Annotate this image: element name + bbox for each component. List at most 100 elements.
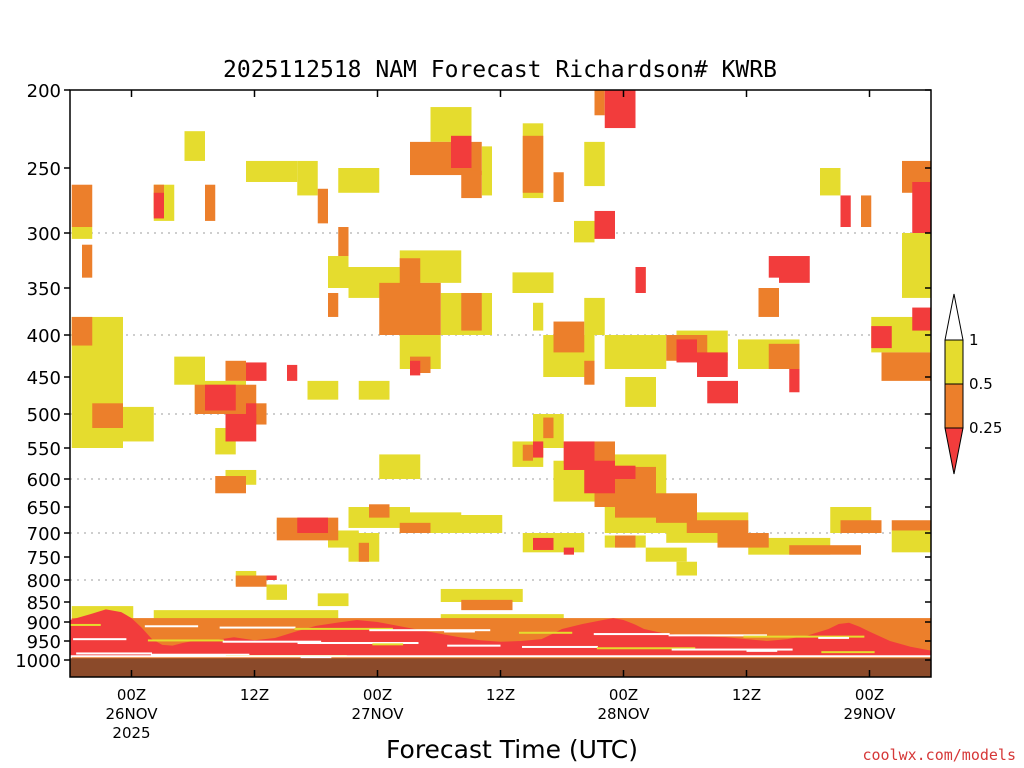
- x-tick-label: 26NOV: [105, 705, 158, 723]
- ri-cell-y: [358, 380, 390, 400]
- ri-streak: [144, 625, 199, 628]
- ri-streak: [147, 639, 224, 642]
- ri-cell-r: [246, 403, 257, 425]
- ri-cell-o: [379, 282, 441, 335]
- ri-cell-o: [71, 316, 93, 346]
- legend-bin-red: [944, 427, 964, 475]
- ri-streak: [76, 652, 152, 655]
- ri-streak: [369, 629, 491, 632]
- ri-cell-y: [174, 356, 205, 385]
- y-tick-label: 200: [27, 81, 61, 102]
- ri-cell-y: [512, 272, 554, 293]
- ri-streak: [821, 651, 875, 654]
- legend-label: 0.25: [969, 419, 1002, 437]
- ri-cell-r: [287, 364, 298, 381]
- x-tick-label: 00Z: [363, 686, 392, 704]
- x-tick-label: 12Z: [732, 686, 761, 704]
- ri-cell-o: [861, 195, 872, 228]
- ri-streak: [219, 626, 296, 629]
- ri-cell-o: [205, 184, 216, 221]
- ri-streak: [222, 640, 322, 643]
- legend-bin-gt1: [944, 293, 964, 341]
- ri-cell-o: [399, 258, 421, 286]
- ri-cell-o: [717, 533, 769, 548]
- legend-label: 1: [969, 331, 979, 349]
- ri-cell-o: [338, 227, 349, 257]
- ri-cell-y: [379, 454, 421, 479]
- x-tick-label: 00Z: [855, 686, 884, 704]
- ri-cell-y: [123, 406, 154, 442]
- y-tick-label: 900: [27, 613, 61, 634]
- ri-cell-r: [246, 362, 267, 381]
- ri-cell-r: [533, 441, 544, 458]
- ri-cell-o: [225, 360, 246, 381]
- y-tick-label: 500: [27, 405, 61, 426]
- ri-cell-y: [533, 302, 544, 331]
- ri-cell-o: [686, 520, 749, 533]
- source-credit: coolwx.com/models: [862, 746, 1016, 764]
- ri-cell-r: [912, 307, 931, 331]
- ri-streak: [150, 653, 250, 656]
- ri-cell-r: [533, 537, 554, 550]
- ri-cell-r: [153, 192, 164, 219]
- ri-cell-o: [358, 542, 369, 562]
- ri-cell-r: [410, 360, 421, 376]
- ri-cell-r: [697, 352, 728, 377]
- ri-cell-o: [522, 135, 544, 193]
- ri-cell-r: [871, 326, 892, 349]
- y-tick-label: 550: [27, 439, 61, 460]
- ri-cell-o: [789, 545, 861, 555]
- ri-cell-r: [451, 135, 472, 168]
- ri-cell-o: [215, 476, 246, 494]
- ri-cell-o: [461, 170, 482, 199]
- y-tick-label: 800: [27, 571, 61, 592]
- ri-cell-y: [481, 146, 492, 196]
- y-axis: 200 250 300 350 400 450 500 550 600 650 700 7508008…: [15, 81, 931, 672]
- y-tick-label: 300: [27, 224, 61, 245]
- ri-cell-r: [594, 210, 615, 239]
- ri-cell-y: [584, 141, 605, 187]
- ri-streak: [746, 649, 778, 652]
- ri-streak: [294, 627, 393, 630]
- ri-streak: [444, 630, 475, 633]
- ri-cell-o: [594, 90, 605, 116]
- ri-cell-o: [317, 188, 328, 224]
- x-tick-label: 27NOV: [351, 705, 404, 723]
- legend-bin-yellow: [944, 339, 964, 385]
- ri-cell-y: [246, 160, 298, 182]
- ri-cell-o: [461, 292, 482, 331]
- ri-cell-r: [584, 460, 615, 494]
- chart-title: 2025112518 NAM Forecast Richardson# KWRB: [223, 57, 777, 83]
- ri-cell-y: [266, 584, 287, 600]
- ri-cell-y: [645, 547, 687, 562]
- ri-cell-y: [891, 530, 931, 553]
- ri-streak: [522, 645, 598, 648]
- ri-cell-o: [522, 444, 533, 461]
- y-tick-label: 850: [27, 593, 61, 614]
- y-tick-label: 400: [27, 326, 61, 347]
- ri-cell-r: [840, 195, 851, 228]
- x-tick-label: 12Z: [240, 686, 269, 704]
- ri-cell-y: [184, 131, 205, 161]
- ri-cell-y: [625, 377, 656, 407]
- ri-cell-y: [676, 561, 697, 576]
- ri-cell-y: [584, 297, 605, 335]
- ri-cell-o: [82, 244, 93, 278]
- ri-cell-y: [820, 168, 841, 196]
- ri-cell-y: [574, 220, 595, 243]
- ri-cell-y: [902, 233, 931, 298]
- x-tick-label: 00Z: [609, 686, 638, 704]
- ri-streak: [447, 644, 501, 647]
- y-tick-label: 1000: [15, 651, 61, 672]
- ri-cell-r: [635, 267, 646, 293]
- ri-cell-o: [881, 352, 931, 381]
- y-tick-label: 450: [27, 368, 61, 389]
- ri-cell-y: [451, 515, 503, 533]
- ri-cell-o: [553, 321, 585, 353]
- x-axis-label: Forecast Time (UTC): [386, 735, 638, 764]
- ri-cell-r: [779, 256, 810, 283]
- ri-streak: [668, 634, 767, 637]
- y-tick-label: 350: [27, 279, 61, 300]
